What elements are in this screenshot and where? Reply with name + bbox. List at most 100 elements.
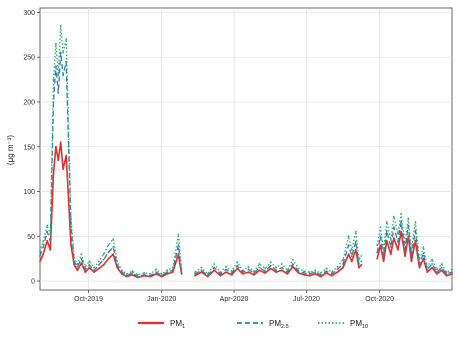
data-point — [275, 266, 278, 269]
y-axis-label: (μg m⁻³) — [6, 135, 15, 165]
y-tick-label: 150 — [23, 144, 35, 151]
data-point — [160, 273, 163, 275]
data-point — [336, 265, 339, 268]
data-point — [400, 221, 402, 223]
data-point — [331, 274, 333, 277]
data-point — [436, 268, 438, 271]
data-point — [143, 272, 146, 274]
data-point — [131, 270, 134, 273]
data-point — [84, 271, 87, 273]
data-point — [397, 240, 399, 243]
data-point — [93, 266, 95, 269]
data-point — [350, 248, 353, 251]
data-point — [247, 271, 250, 273]
data-point — [379, 235, 382, 238]
data-point — [360, 255, 363, 257]
data-point — [55, 42, 57, 45]
data-point — [98, 267, 100, 270]
data-point — [404, 255, 406, 257]
y-tick-label: 100 — [23, 189, 35, 196]
data-point — [171, 266, 174, 269]
data-point — [342, 263, 344, 265]
data-point — [319, 273, 322, 276]
data-point — [303, 270, 305, 273]
data-point — [206, 274, 209, 277]
data-point — [155, 273, 158, 275]
data-point — [258, 266, 261, 269]
data-point — [171, 269, 174, 272]
data-point — [376, 251, 379, 254]
data-point — [264, 270, 266, 273]
data-point — [225, 265, 228, 268]
data-point — [219, 271, 222, 273]
data-point — [410, 260, 413, 263]
data-point — [59, 51, 62, 54]
data-point — [236, 264, 239, 267]
data-point — [275, 271, 278, 273]
data-point — [49, 248, 52, 251]
data-point — [55, 145, 57, 148]
data-point — [80, 257, 83, 260]
data-point — [325, 267, 328, 270]
data-point — [347, 235, 350, 238]
data-point — [347, 253, 350, 256]
data-point — [297, 267, 300, 270]
y-tick-label: 300 — [23, 10, 35, 17]
data-point — [431, 266, 433, 269]
data-point — [70, 217, 72, 220]
data-point — [336, 271, 339, 273]
data-point — [177, 233, 180, 236]
data-point — [325, 270, 328, 273]
data-point — [445, 273, 448, 275]
data-point — [70, 244, 72, 247]
data-point — [376, 244, 379, 247]
data-point — [319, 275, 322, 278]
data-point — [112, 238, 115, 240]
data-point — [360, 260, 363, 263]
data-point — [116, 264, 119, 266]
data-point — [98, 260, 100, 263]
data-point — [76, 263, 79, 265]
data-point — [431, 263, 433, 265]
data-point — [59, 141, 62, 144]
data-point — [177, 244, 180, 247]
data-point — [39, 260, 41, 263]
data-point — [230, 273, 233, 276]
data-point — [241, 271, 244, 273]
y-tick-label: 250 — [23, 55, 35, 62]
data-point — [404, 248, 406, 251]
data-point — [292, 258, 294, 261]
data-point — [65, 38, 68, 41]
data-point — [440, 263, 443, 265]
data-point — [393, 237, 395, 240]
data-point — [397, 232, 399, 235]
data-point — [286, 271, 289, 273]
data-point — [269, 264, 272, 267]
data-point — [121, 269, 123, 272]
data-point — [280, 269, 283, 272]
data-point — [52, 172, 55, 175]
data-point — [76, 265, 79, 268]
data-point — [107, 257, 110, 260]
data-point — [253, 273, 255, 276]
series-PM1 — [39, 141, 453, 279]
data-point — [258, 263, 261, 265]
data-point — [308, 274, 311, 277]
data-point — [389, 246, 392, 248]
data-point — [39, 255, 41, 257]
data-point — [451, 268, 453, 271]
data-point — [102, 264, 105, 266]
data-point — [49, 239, 52, 242]
data-point — [286, 269, 289, 272]
data-point — [102, 253, 105, 256]
data-point — [253, 270, 255, 273]
data-point — [166, 271, 169, 273]
data-point — [194, 273, 197, 275]
data-point — [42, 246, 45, 248]
data-point — [269, 261, 272, 264]
data-point — [382, 260, 385, 263]
data-point — [303, 273, 305, 276]
data-point — [297, 272, 300, 274]
x-axis: Oct-2019 Jan-2020 Apr-2020 Jul-2020 Oct-2020 — [74, 290, 394, 303]
x-tick-label: Oct-2020 — [365, 296, 394, 303]
